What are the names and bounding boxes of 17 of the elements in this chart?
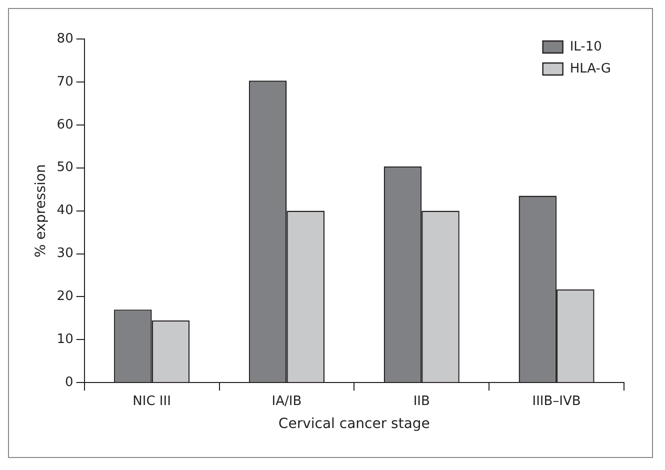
y-tick-label: 10 [56,332,74,348]
x-tick-label: NIC III [132,394,171,409]
legend-label: HLA-G [570,61,612,76]
x-tick-label: IIB [413,394,430,409]
y-tick-label: 40 [56,203,74,218]
legend-label: IL-10 [570,39,602,54]
y-tick-label: 30 [56,246,74,262]
y-tick-label: 0 [65,374,74,390]
x-tick-label: IA/IB [272,394,302,409]
x-axis-title: Cervical cancer stage [278,416,430,432]
y-tick-label: 70 [56,74,74,90]
y-axis-title: % expression [33,164,50,258]
y-tick-label: 60 [56,117,74,132]
x-tick-label: IIIB–IVB [532,394,581,409]
y-tick-label: 20 [56,289,74,304]
y-tick-label: 80 [56,31,74,46]
y-tick-label: 50 [56,160,74,176]
